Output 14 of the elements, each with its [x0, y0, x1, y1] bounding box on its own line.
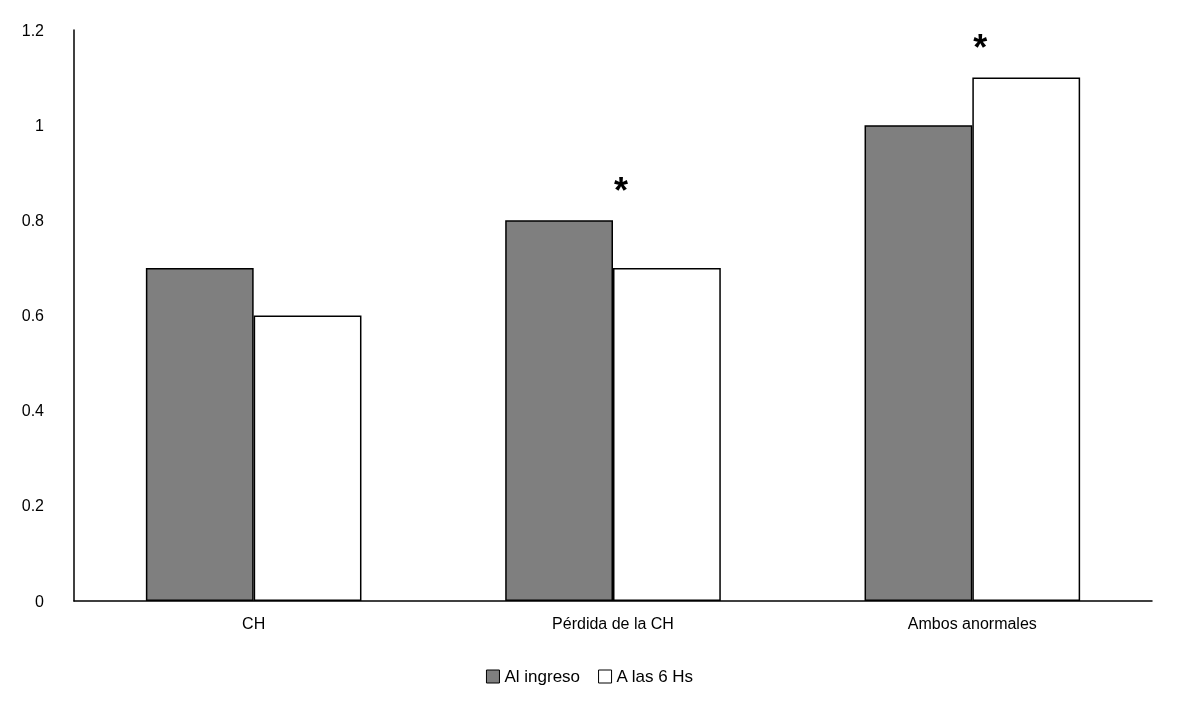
annotation: * — [973, 27, 988, 69]
y-tick-label: 1.2 — [21, 21, 45, 39]
x-tick-label: Ambos anormales — [907, 614, 1037, 632]
y-tick-label: 1 — [35, 116, 45, 134]
y-tick-label: 0.4 — [21, 402, 45, 420]
x-tick-label: Pérdida de la CH — [552, 614, 674, 632]
y-tick-label: 0.6 — [21, 307, 45, 324]
annotation: * — [613, 169, 629, 211]
y-tick-label: 0 — [35, 592, 45, 610]
legend-label: Al ingreso — [504, 667, 581, 686]
y-tick-label: 0.2 — [21, 497, 45, 515]
y-tick-label: 0.8 — [21, 211, 45, 229]
legend-label: A las 6 Hs — [616, 667, 694, 686]
x-tick-label: CH — [242, 614, 266, 632]
